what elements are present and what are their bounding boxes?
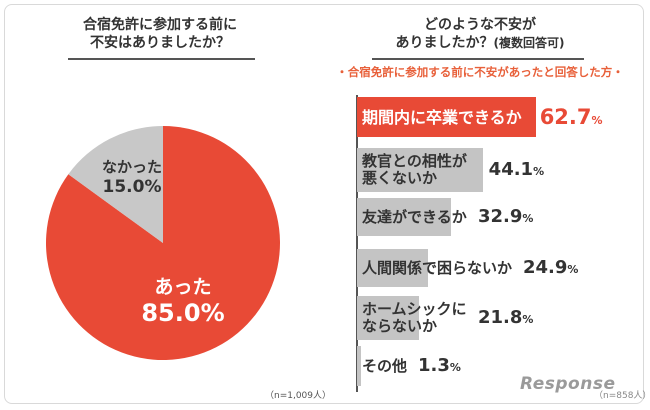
pie-slice-1 bbox=[68, 126, 163, 243]
bar-title: どのような不安が ありましたか？(複数回答可) bbox=[395, 17, 565, 51]
watermark-logo: Response bbox=[520, 374, 616, 394]
bar-5 bbox=[357, 346, 361, 386]
bar-value-1: 44.1% bbox=[488, 159, 545, 180]
bar-label-4: ホームシックに ならないか bbox=[362, 300, 467, 335]
pie-label-nakatta: なかった 15.0% bbox=[101, 158, 162, 197]
bar-value-4: 21.8% bbox=[478, 307, 534, 328]
bar-value-0: 62.7% bbox=[539, 105, 603, 129]
bar-0 bbox=[357, 97, 536, 137]
bar-value-5: 1.3% bbox=[418, 355, 461, 376]
bar-sample-size: （n=858人） bbox=[594, 391, 650, 401]
bar-label-3: 人間関係で困らないか bbox=[362, 258, 513, 277]
bar-label-2: 友達ができるか bbox=[362, 207, 467, 226]
bar-title-underline bbox=[372, 58, 584, 60]
pie-sample-size: （n=1,009人） bbox=[265, 391, 332, 401]
bar-subtitle: ・合宿免許に参加する前に不安があったと回答した方・ bbox=[336, 65, 624, 79]
bar-3 bbox=[357, 249, 428, 287]
bar-label-0: 期間内に卒業できるか bbox=[362, 107, 522, 127]
bar-label-1: 教官との相性が 悪くないか bbox=[362, 152, 467, 187]
bar-axis bbox=[356, 95, 358, 392]
bar-label-5: その他 bbox=[362, 356, 408, 375]
pie-title: 合宿免許に参加する前に 不安はありましたか？ bbox=[83, 17, 237, 51]
bar-1 bbox=[357, 148, 483, 192]
bar-4 bbox=[357, 296, 420, 340]
bar-2 bbox=[357, 198, 451, 236]
pie-title-underline bbox=[68, 58, 255, 60]
pie-label-atta: あった 85.0% bbox=[141, 276, 225, 327]
bar-value-2: 32.9% bbox=[478, 206, 534, 227]
bar-value-3: 24.9% bbox=[523, 257, 579, 278]
